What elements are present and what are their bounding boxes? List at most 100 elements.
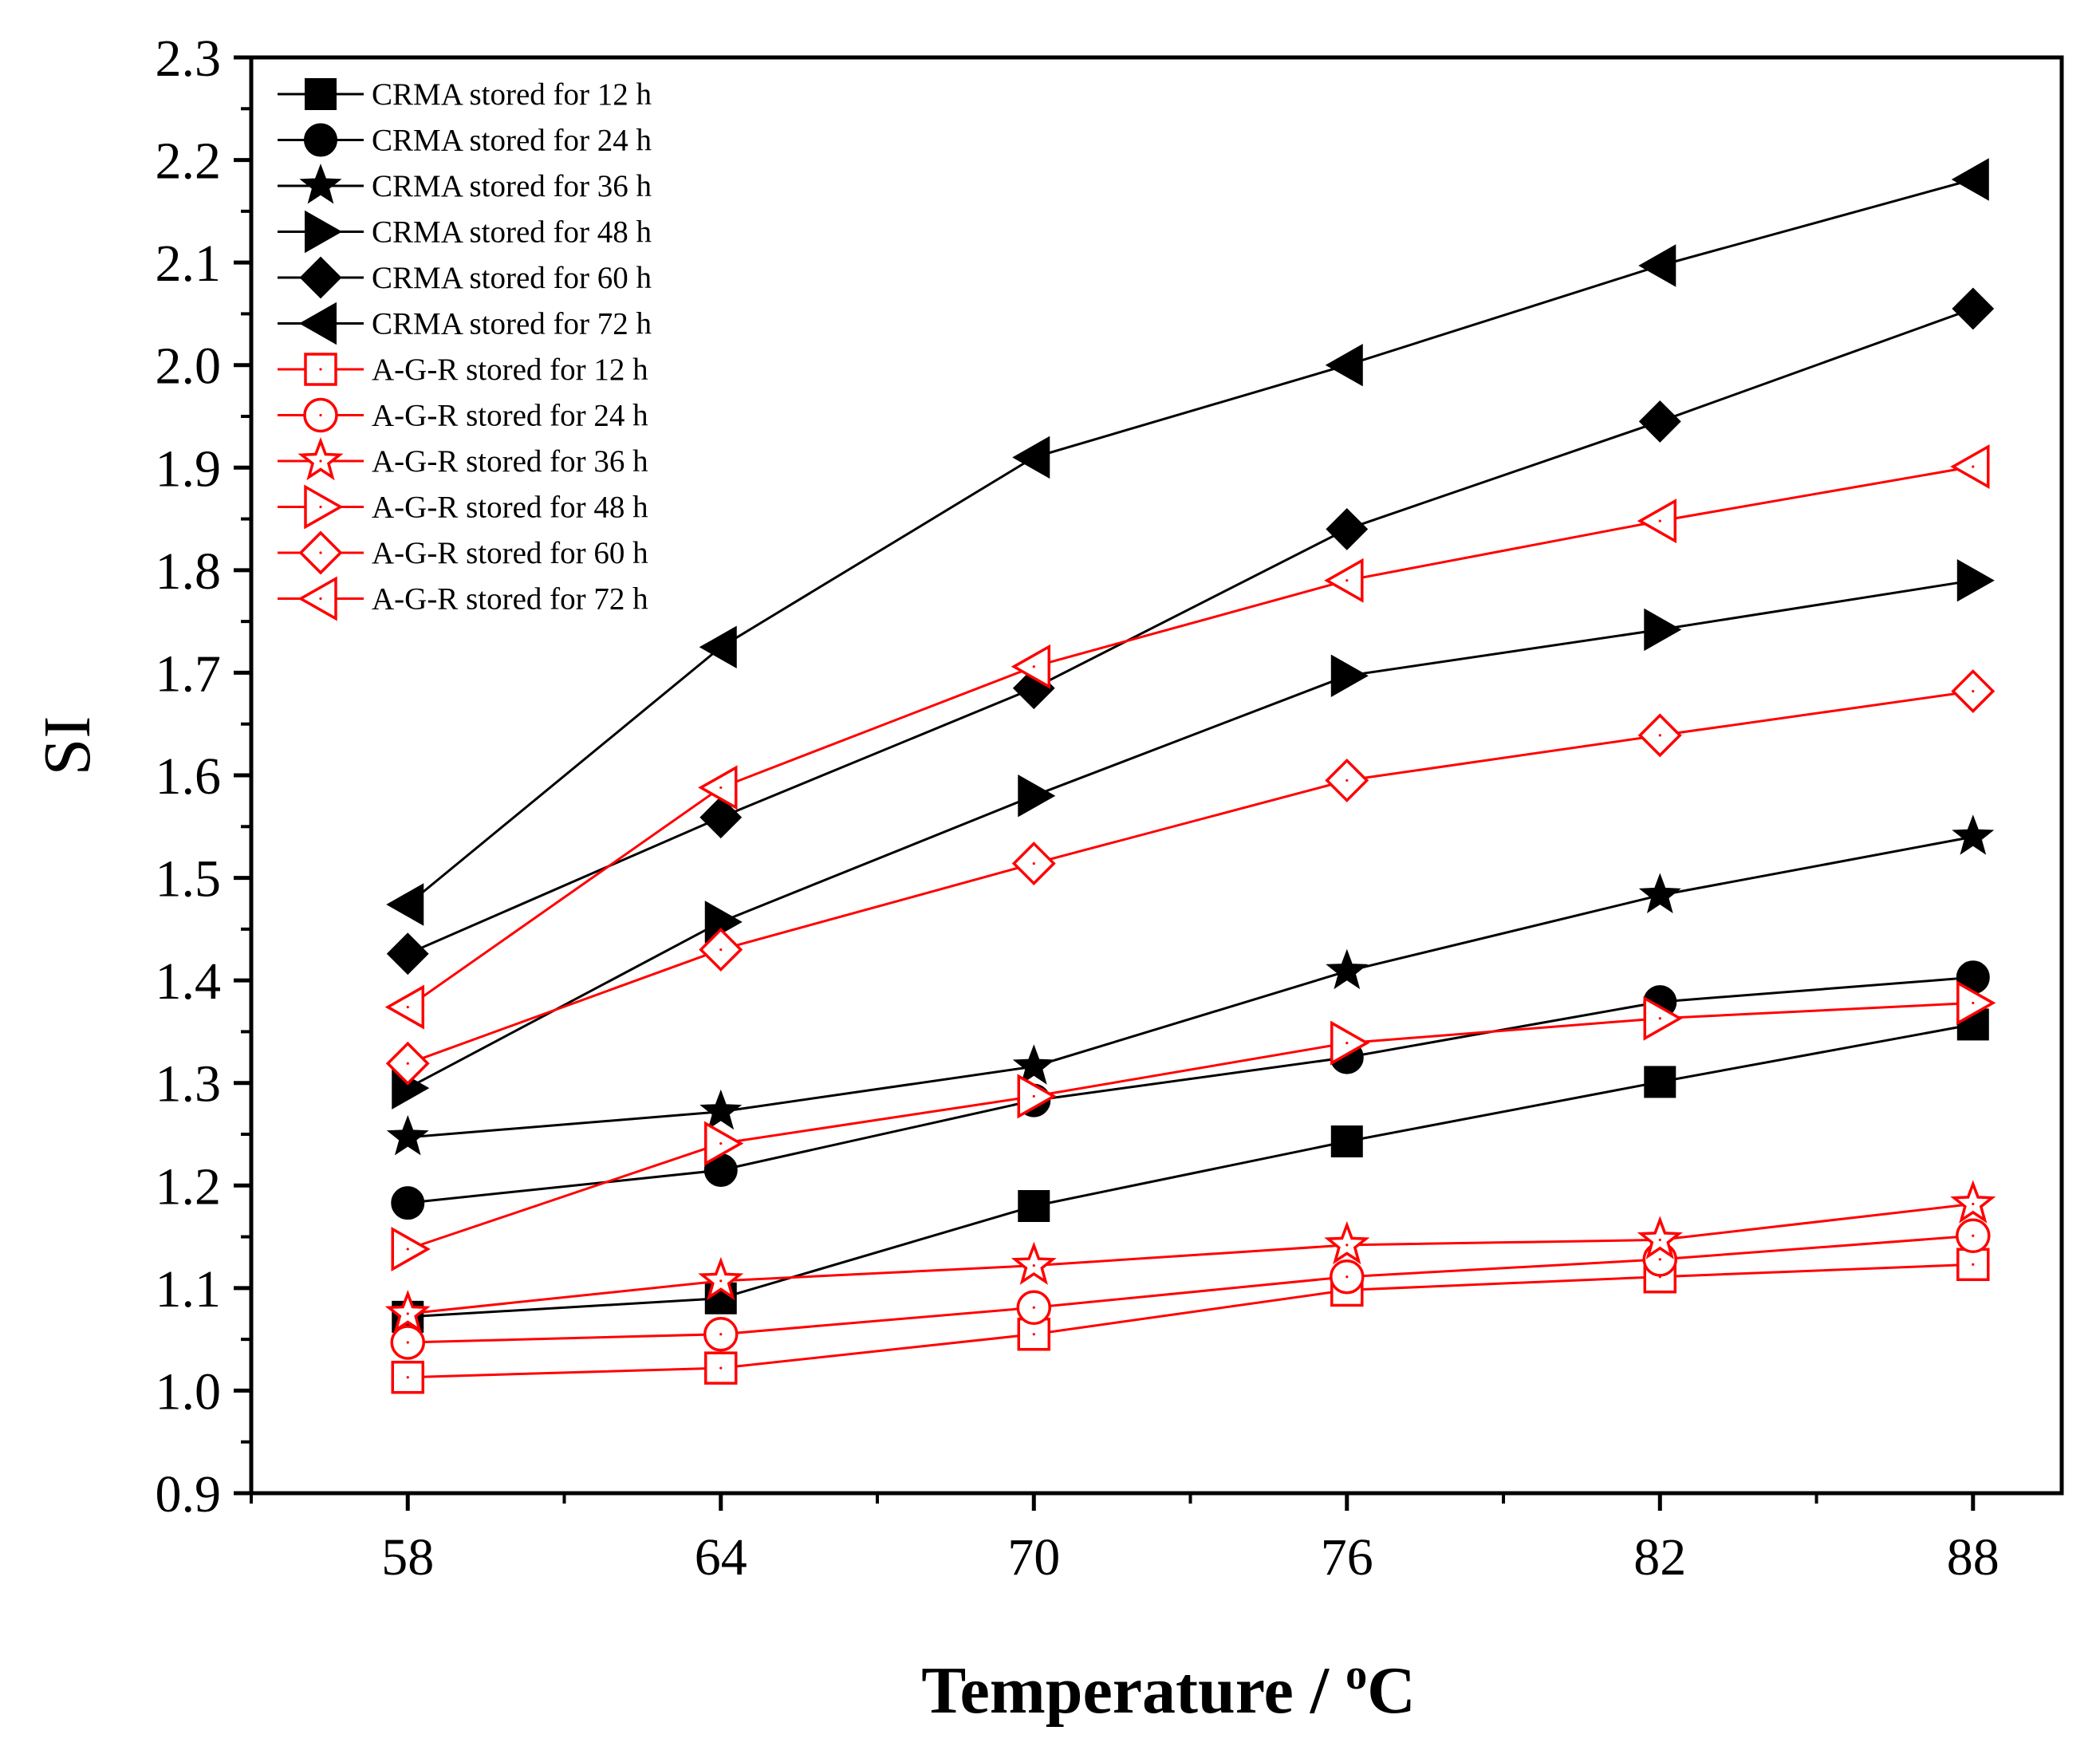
y-tick-label: 1.2 bbox=[156, 1157, 222, 1216]
legend-marker-center-dot bbox=[319, 597, 322, 601]
legend-marker bbox=[299, 164, 342, 204]
data-point bbox=[1956, 558, 1995, 602]
data-point bbox=[1018, 1190, 1050, 1222]
data-point-center-dot bbox=[1032, 861, 1035, 865]
x-tick-label: 88 bbox=[1947, 1528, 2000, 1587]
data-point bbox=[384, 984, 425, 1030]
series-line bbox=[407, 1001, 1973, 1251]
data-point-center-dot bbox=[1345, 579, 1349, 582]
x-axis-title: Temperature / oC bbox=[921, 1650, 1416, 1728]
y-axis-title: SI bbox=[30, 716, 104, 776]
data-point bbox=[1637, 1216, 1683, 1259]
data-point bbox=[1330, 654, 1369, 698]
series-line bbox=[407, 178, 1974, 906]
data-point-center-dot bbox=[1972, 1263, 1975, 1266]
y-tick-label: 0.9 bbox=[156, 1465, 222, 1523]
series-line bbox=[407, 579, 1974, 1090]
legend-item-7: A-G-R stored for 24 h bbox=[278, 397, 648, 433]
legend-label: CRMA stored for 36 h bbox=[372, 169, 652, 203]
x-tick-label: 82 bbox=[1633, 1528, 1686, 1587]
series-line bbox=[407, 307, 1974, 956]
data-point bbox=[391, 1226, 431, 1272]
legend-item-1: CRMA stored for 24 h bbox=[278, 123, 652, 158]
data-point bbox=[1326, 508, 1369, 550]
legend-label: A-G-R stored for 12 h bbox=[372, 353, 648, 387]
data-point-center-dot bbox=[719, 786, 723, 790]
data-point-center-dot bbox=[1032, 1094, 1035, 1098]
data-point-center-dot bbox=[1658, 519, 1661, 522]
data-point-center-dot bbox=[719, 1279, 723, 1283]
x-axis-title-unit: C bbox=[1367, 1654, 1416, 1728]
series-4 bbox=[386, 287, 1995, 976]
data-point-center-dot bbox=[719, 1141, 723, 1145]
series-3 bbox=[392, 558, 1995, 1110]
data-point bbox=[1012, 436, 1050, 479]
data-point-center-dot bbox=[1658, 734, 1661, 737]
data-point bbox=[1330, 1020, 1370, 1066]
y-tick-label: 1.4 bbox=[156, 952, 222, 1011]
x-axis-title-sup: o bbox=[1345, 1650, 1367, 1698]
x-axis-title-main: Temperature / bbox=[921, 1654, 1345, 1728]
series-2 bbox=[386, 814, 1995, 1156]
data-point-center-dot bbox=[1658, 1258, 1661, 1261]
legend-item-8: A-G-R stored for 36 h bbox=[278, 437, 648, 481]
data-point bbox=[699, 1089, 743, 1130]
data-point-center-dot bbox=[1345, 778, 1349, 782]
data-point-center-dot bbox=[719, 1366, 723, 1370]
series-7 bbox=[390, 1218, 1991, 1360]
data-point bbox=[1325, 343, 1363, 387]
legend: CRMA stored for 12 h CRMA stored for 24 h… bbox=[278, 77, 652, 621]
series-line bbox=[407, 690, 1974, 1065]
series-line bbox=[407, 465, 1974, 1008]
data-point-center-dot bbox=[1345, 1041, 1349, 1045]
data-point-center-dot bbox=[1345, 1275, 1349, 1279]
axes: 0.9 1.0 1.1 1.2 1.3 1.4 1.5 1.6 1.7 1.8 1.9 2.0 2.1 2… bbox=[156, 30, 2064, 1587]
series-11 bbox=[384, 443, 1990, 1030]
legend-item-5: CRMA stored for 72 h bbox=[278, 302, 652, 345]
data-point bbox=[1644, 1066, 1676, 1098]
legend-item-0: CRMA stored for 12 h bbox=[278, 77, 652, 112]
data-point bbox=[1950, 443, 1990, 490]
series-0 bbox=[392, 1008, 1989, 1333]
y-tick-label: 1.3 bbox=[156, 1055, 222, 1114]
data-point bbox=[1952, 814, 1995, 855]
y-tick-label: 2.0 bbox=[156, 337, 222, 396]
legend-label: CRMA stored for 48 h bbox=[372, 215, 652, 250]
series-10 bbox=[385, 669, 1996, 1086]
data-point bbox=[384, 1289, 431, 1334]
data-point bbox=[1956, 980, 1996, 1026]
x-tick-label: 70 bbox=[1007, 1528, 1060, 1587]
data-point bbox=[1324, 558, 1364, 603]
legend-label: CRMA stored for 60 h bbox=[372, 261, 652, 295]
legend-item-10: A-G-R stored for 60 h bbox=[278, 530, 648, 575]
x-tick-label: 76 bbox=[1321, 1528, 1373, 1587]
data-point bbox=[1012, 1044, 1055, 1085]
data-point-center-dot bbox=[406, 1062, 409, 1065]
legend-label: A-G-R stored for 36 h bbox=[372, 444, 648, 479]
data-point-center-dot bbox=[406, 1376, 409, 1379]
data-point bbox=[1644, 608, 1682, 652]
y-tick-label: 1.7 bbox=[156, 644, 222, 703]
legend-label: CRMA stored for 24 h bbox=[372, 124, 652, 158]
y-tick-label: 1.1 bbox=[156, 1260, 222, 1318]
series-line bbox=[408, 1023, 1974, 1318]
series-9 bbox=[391, 980, 1996, 1272]
legend-marker bbox=[305, 78, 337, 110]
data-point bbox=[1638, 873, 1681, 914]
data-point-center-dot bbox=[1032, 1333, 1035, 1336]
series-line bbox=[408, 976, 1973, 1204]
data-point bbox=[699, 625, 737, 669]
data-point bbox=[1638, 400, 1681, 443]
data-point-center-dot bbox=[406, 1341, 409, 1344]
legend-item-2: CRMA stored for 36 h bbox=[278, 164, 652, 204]
data-point-center-dot bbox=[1032, 1263, 1035, 1267]
data-point bbox=[1952, 287, 1995, 330]
legend-marker bbox=[297, 576, 337, 621]
y-tick-label: 1.9 bbox=[156, 440, 222, 498]
legend-marker bbox=[305, 210, 343, 254]
data-point-center-dot bbox=[1972, 689, 1975, 693]
data-point bbox=[1018, 774, 1056, 818]
legend-marker bbox=[304, 484, 344, 530]
